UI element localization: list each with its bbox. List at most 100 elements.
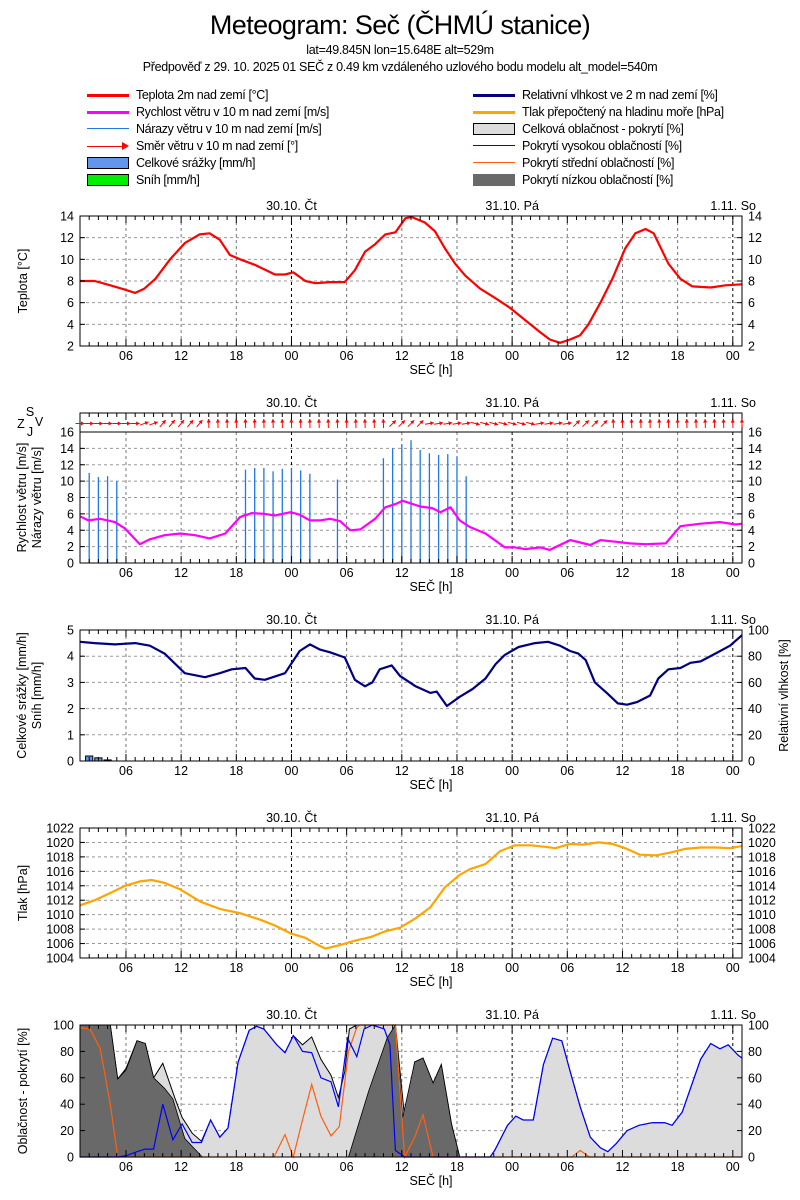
wind-arrow-head — [521, 421, 526, 426]
wind-arrow — [398, 419, 406, 428]
wind-arrow — [470, 421, 480, 426]
legend-label: Pokrytí vysokou oblačností [%] — [522, 139, 682, 153]
y-tick-label-right: 1008 — [748, 923, 776, 937]
wind-arrow — [206, 418, 211, 429]
wind-arrow-head — [611, 419, 616, 423]
legend-item: Celkové srážky [mm/h] — [87, 155, 255, 171]
x-tick-label: 18 — [671, 566, 685, 580]
x-tick-label: 18 — [450, 349, 464, 363]
series-line — [79, 841, 743, 950]
wind-arrow-head — [108, 421, 113, 426]
wind-arrow — [196, 419, 203, 428]
legend-item: Relativní vlhkost ve 2 m nad zemí [%] — [473, 87, 718, 103]
x-tick-label: 12 — [395, 349, 409, 363]
series-line — [79, 499, 743, 552]
wind-arrow — [675, 418, 680, 429]
wind-arrow-head — [620, 419, 625, 423]
y-tick-label: 8 — [67, 275, 74, 289]
wind-arrow — [389, 419, 397, 428]
y-tick-label: 5 — [67, 624, 74, 638]
wind-arrow-head — [289, 419, 294, 423]
y-tick-label: 8 — [67, 491, 74, 505]
legend-item: Pokrytí střední oblačností [%] — [473, 155, 674, 171]
wind-arrow-head — [170, 420, 175, 425]
x-tick-label: 18 — [229, 349, 243, 363]
y-tick-label-right: 0 — [748, 1151, 755, 1165]
y-tick-label: 6 — [67, 507, 74, 521]
day-label: 30.10. Čt — [266, 198, 317, 213]
wind-arrow — [629, 418, 634, 429]
wind-arrow-head — [638, 419, 643, 423]
y-tick-label-right: 1010 — [748, 908, 776, 922]
wind-arrow-head — [666, 419, 671, 423]
wind-arrow — [261, 418, 266, 429]
wind-arrow — [280, 418, 285, 429]
y-tick-label-right: 6 — [748, 296, 755, 310]
compass-letter: J — [27, 425, 33, 439]
wind-arrow-head — [693, 419, 699, 423]
wind-arrow — [139, 421, 149, 426]
x-tick-label: 00 — [726, 349, 740, 363]
x-tick-label: 18 — [671, 764, 685, 778]
y-tick-label: 0 — [67, 557, 74, 571]
wind-arrow — [316, 418, 322, 429]
y-tick-label: 0 — [67, 755, 74, 769]
y-tick-label-right: 4 — [748, 524, 755, 538]
wind-arrow — [93, 421, 103, 426]
y-tick-label-right: 1004 — [748, 952, 776, 966]
wind-arrow — [507, 421, 517, 426]
wind-arrow-head — [567, 421, 572, 426]
wind-arrow-head — [712, 419, 717, 423]
y-tick-label: 10 — [60, 253, 74, 267]
legend-swatch — [473, 157, 515, 169]
wind-arrow-head — [372, 419, 377, 423]
wind-arrow-head — [484, 421, 489, 426]
wind-arrow — [638, 418, 643, 429]
wind-arrow — [362, 418, 368, 429]
legend-label: Celkové srážky [mm/h] — [136, 156, 256, 170]
wind-arrow-head — [234, 419, 239, 423]
wind-arrow-head — [439, 421, 444, 426]
wind-arrow-head — [512, 421, 517, 426]
x-tick-label: 12 — [395, 566, 409, 580]
legend-swatch — [473, 123, 515, 135]
wind-arrow — [544, 421, 554, 426]
y-tick-label: 16 — [60, 426, 74, 440]
x-tick-label: 00 — [505, 349, 519, 363]
y-tick-label-right: 2 — [748, 340, 755, 354]
wind-arrow-head — [81, 421, 85, 426]
x-tick-label: 12 — [174, 1160, 188, 1174]
compass-letter: Z — [17, 417, 25, 431]
legend-label: Tlak přepočtený na hladinu moře [hPa] — [522, 105, 724, 119]
y-tick-label: 60 — [60, 1071, 74, 1085]
legend-label: Celková oblačnost - pokrytí [%] — [522, 122, 684, 136]
y2-tick-label: 100 — [748, 624, 769, 638]
wind-arrow-head — [206, 419, 211, 423]
x-tick-label: 12 — [174, 349, 188, 363]
x-axis-label: SEČ [h] — [409, 777, 452, 792]
y-tick-label: 3 — [67, 676, 74, 690]
x-tick-label: 18 — [671, 1160, 685, 1174]
wind-arrow — [344, 418, 349, 429]
x-tick-label: 18 — [450, 764, 464, 778]
wind-arrow — [159, 419, 167, 428]
wind-arrow — [582, 419, 590, 428]
wind-arrow — [730, 418, 735, 429]
y-tick-label: 6 — [67, 296, 74, 310]
legend-item: Pokrytí vysokou oblačností [%] — [473, 138, 682, 154]
wind-arrow-head — [391, 420, 396, 425]
y-tick-label-right: 0 — [748, 557, 755, 571]
wind-arrow-head — [530, 421, 535, 426]
wind-arrow-head — [475, 421, 480, 426]
wind-arrow-head — [153, 421, 158, 426]
wind-arrow — [149, 421, 158, 426]
x-tick-label: 00 — [726, 764, 740, 778]
x-tick-label: 06 — [340, 764, 354, 778]
y-tick-label-right: 8 — [748, 491, 755, 505]
x-tick-label: 06 — [119, 566, 133, 580]
wind-arrow-head — [180, 420, 185, 425]
x-tick-label: 18 — [450, 1160, 464, 1174]
wind-arrow-head — [739, 419, 745, 423]
